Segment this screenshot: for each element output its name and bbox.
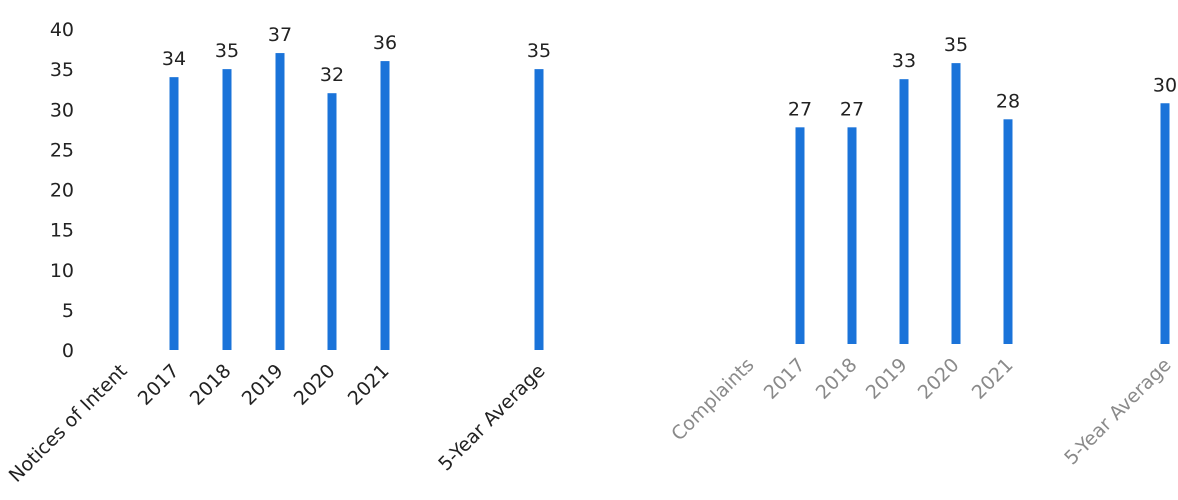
- x-category-label: 5-Year Average: [1060, 354, 1175, 469]
- x-category-label: 2017: [760, 354, 810, 404]
- x-category-label: 5-Year Average: [434, 360, 549, 475]
- bar-2017: [795, 127, 805, 344]
- x-category-label: 2018: [186, 360, 236, 410]
- bar-5-year-average: [1160, 103, 1170, 344]
- data-label: 30: [1153, 74, 1177, 96]
- bar-2019: [899, 79, 909, 345]
- y-tick-label: 40: [50, 19, 74, 41]
- bar-2020: [327, 93, 337, 350]
- x-category-label: Notices of Intent: [5, 360, 132, 487]
- bar-2018: [222, 69, 232, 350]
- y-tick-label: 25: [50, 139, 74, 161]
- data-label: 32: [320, 64, 344, 86]
- y-tick-label: 35: [50, 59, 74, 81]
- data-label: 35: [944, 34, 968, 56]
- x-category-label: Complaints: [667, 354, 758, 445]
- data-label: 35: [215, 40, 239, 62]
- x-category-label: 2020: [914, 354, 964, 404]
- data-label: 37: [268, 24, 292, 46]
- data-label: 35: [527, 40, 551, 62]
- data-label: 36: [373, 32, 397, 54]
- y-tick-label: 0: [62, 340, 74, 362]
- bar-2017: [169, 77, 179, 351]
- x-category-label: 2018: [812, 354, 862, 404]
- data-label: 34: [162, 48, 186, 70]
- y-tick-label: 10: [50, 260, 74, 282]
- y-tick-label: 15: [50, 220, 74, 242]
- bar-2020: [951, 63, 961, 344]
- bar-2018: [847, 127, 857, 344]
- y-tick-label: 5: [62, 300, 74, 322]
- bar-5-year-average: [534, 69, 544, 350]
- x-category-label: 2020: [290, 360, 340, 410]
- bar-2021: [380, 61, 390, 350]
- x-category-label: 2019: [862, 354, 912, 404]
- x-category-label: 2021: [344, 360, 394, 410]
- data-label: 28: [996, 90, 1020, 112]
- bar-2021: [1003, 119, 1013, 344]
- y-tick-label: 30: [50, 99, 74, 121]
- bar-2019: [275, 53, 285, 350]
- data-label: 33: [892, 50, 916, 72]
- x-category-label: 2021: [968, 354, 1018, 404]
- y-tick-label: 20: [50, 180, 74, 202]
- data-label: 27: [840, 98, 864, 120]
- data-label: 27: [788, 98, 812, 120]
- x-category-label: 2019: [238, 360, 288, 410]
- x-category-label: 2017: [134, 360, 184, 410]
